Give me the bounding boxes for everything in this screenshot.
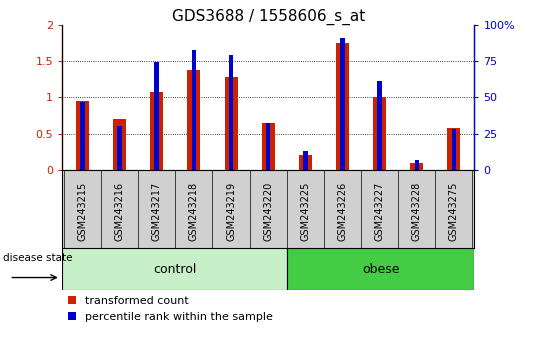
Bar [188, 70, 201, 170]
Bar [414, 160, 419, 170]
Text: obese: obese [362, 263, 399, 275]
Bar [155, 62, 159, 170]
Bar [340, 38, 344, 170]
Bar [225, 77, 238, 170]
Text: GSM243225: GSM243225 [300, 182, 310, 241]
Text: GSM243219: GSM243219 [226, 182, 236, 241]
Bar [192, 50, 196, 170]
Legend: transformed count, percentile rank within the sample: transformed count, percentile rank withi… [67, 296, 273, 322]
Bar [287, 248, 474, 290]
Bar [80, 102, 85, 170]
Bar [62, 248, 287, 290]
Text: GSM243215: GSM243215 [78, 182, 87, 241]
Text: GSM243226: GSM243226 [337, 182, 348, 241]
Bar [113, 119, 126, 170]
Title: GDS3688 / 1558606_s_at: GDS3688 / 1558606_s_at [171, 8, 365, 25]
Bar [373, 97, 386, 170]
Text: GSM243217: GSM243217 [151, 182, 162, 241]
Bar [336, 43, 349, 170]
Text: GSM243216: GSM243216 [115, 182, 125, 241]
Bar [266, 124, 271, 170]
Bar [118, 126, 122, 170]
Text: GSM243228: GSM243228 [412, 182, 421, 241]
Bar [303, 151, 308, 170]
Bar [229, 55, 233, 170]
Bar [410, 162, 423, 170]
Bar [452, 129, 456, 170]
Bar [377, 81, 382, 170]
Text: GSM243218: GSM243218 [189, 182, 199, 241]
Bar [447, 128, 460, 170]
Text: GSM243220: GSM243220 [263, 182, 273, 241]
Bar [76, 101, 89, 170]
Bar [150, 92, 163, 170]
Text: GSM243227: GSM243227 [375, 182, 385, 241]
Text: GSM243275: GSM243275 [449, 182, 459, 241]
Text: control: control [153, 263, 196, 275]
Bar [299, 155, 312, 170]
Text: disease state: disease state [3, 253, 73, 263]
Bar [261, 123, 275, 170]
